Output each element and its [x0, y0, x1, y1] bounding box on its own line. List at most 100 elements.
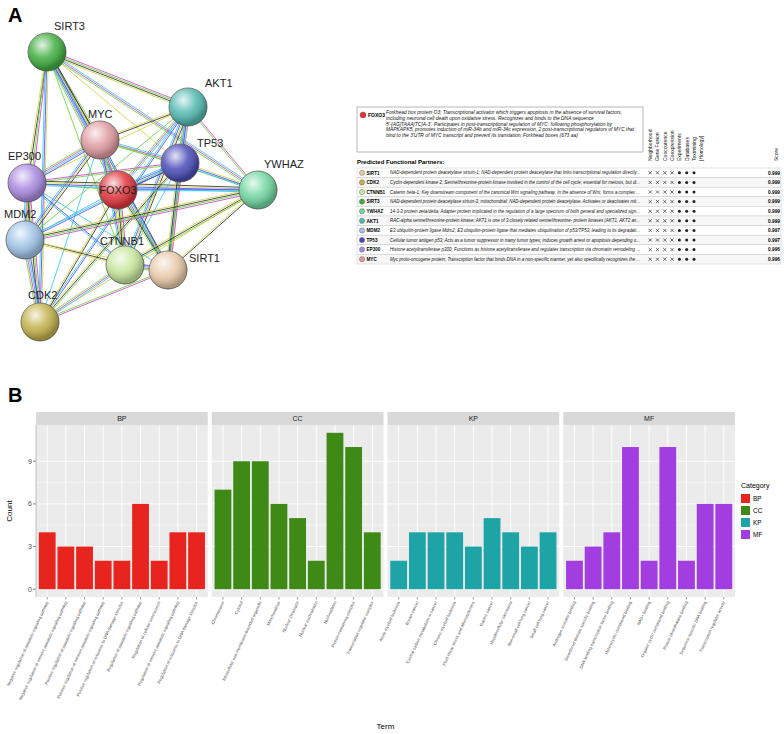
edge — [25, 191, 258, 241]
edge — [27, 185, 258, 192]
bar — [659, 447, 676, 589]
evidence-dot — [693, 171, 696, 174]
evidence-dot — [693, 200, 696, 203]
x-tick-label: Central carbon metabolism in cancer — [405, 600, 439, 664]
x-tick — [417, 597, 418, 600]
x-tick — [372, 597, 373, 600]
bar — [715, 504, 732, 589]
edge — [25, 240, 168, 270]
evidence-cross — [663, 238, 666, 241]
legend-key — [741, 506, 750, 515]
table-row — [357, 178, 781, 188]
evidence-cross — [656, 181, 659, 184]
row-name: YWHAZ — [367, 209, 384, 214]
edge — [46, 54, 187, 109]
x-tick — [548, 597, 549, 600]
evidence-cross — [656, 210, 659, 213]
bar — [76, 547, 93, 590]
evidence-cross — [663, 210, 666, 213]
x-tick-label: Regulation of apoptotic signaling pathwa… — [106, 599, 144, 672]
evidence-dot — [678, 200, 681, 203]
bar — [502, 532, 519, 589]
bar — [390, 561, 407, 589]
node-shine — [161, 144, 199, 182]
column-header: Textmining — [691, 137, 697, 161]
row-score: 0.999 — [768, 209, 780, 214]
evidence-dot — [685, 258, 688, 261]
row-description: NAD-dependent protein deacetylase sirtui… — [390, 170, 640, 175]
node-label: SIRT1 — [189, 252, 220, 264]
edge — [118, 189, 258, 190]
y-tick — [33, 503, 36, 504]
facet-strip — [36, 412, 208, 425]
x-tick — [47, 597, 48, 600]
evidence-dot — [685, 219, 688, 222]
x-tick — [316, 597, 317, 600]
x-tick-label: DNA-binding transcription factor binding — [578, 600, 614, 670]
x-tick-label: Cytosol — [233, 600, 243, 615]
y-tick-label: 9 — [28, 458, 32, 465]
evidence-cross — [649, 190, 652, 193]
bar — [252, 461, 269, 589]
row-name: CDK2 — [367, 180, 380, 185]
row-score: 0.997 — [768, 228, 780, 233]
row-name: CTNNB1 — [367, 190, 386, 195]
node-label: CTNNB1 — [100, 235, 144, 247]
evidence-cross — [656, 190, 659, 193]
x-tick — [278, 597, 279, 600]
evidence-cross — [649, 238, 652, 241]
panel-background — [388, 425, 560, 597]
edge — [25, 189, 258, 239]
x-tick-label: NAD+ binding — [636, 600, 652, 626]
node-shine — [28, 33, 66, 71]
row-score: 0.999 — [768, 171, 780, 176]
x-tick — [84, 597, 85, 600]
legend-label: KP — [753, 519, 762, 526]
x-tick — [611, 597, 612, 600]
x-tick — [140, 597, 141, 600]
facet-label: KP — [469, 415, 479, 422]
bar — [169, 532, 186, 589]
row-dot — [359, 209, 364, 214]
x-tick — [492, 597, 493, 600]
evidence-cross — [663, 181, 666, 184]
edge — [40, 271, 168, 323]
edges — [23, 50, 259, 323]
evidence-dot — [678, 248, 681, 251]
row-description: Catenin beta-1; Key downstream component… — [390, 190, 640, 195]
node-label: FOXO3 — [99, 184, 136, 196]
evidence-dot — [678, 171, 681, 174]
evidence-cross — [671, 229, 674, 232]
x-tick — [196, 597, 197, 600]
evidence-dot — [685, 210, 688, 213]
bar — [233, 461, 250, 589]
row-description: Histone acetyltransferase p300; Function… — [390, 247, 640, 252]
bar — [364, 532, 381, 589]
evidence-dot — [678, 191, 681, 194]
row-description: Myc proto-oncogene protein; Transcriptio… — [390, 257, 640, 262]
node — [99, 171, 137, 209]
evidence-dot — [678, 219, 681, 222]
evidence-dot — [693, 219, 696, 222]
bar — [57, 547, 74, 590]
x-tick-label: Fluid shear stress and atherosclerosis — [441, 600, 475, 666]
node-shine — [106, 246, 144, 284]
x-tick — [630, 597, 631, 600]
figure: ABSIRT3AKT1MYCEP300TP53FOXO3YWHAZMDM2CTN… — [0, 0, 784, 734]
evidence-dot — [693, 258, 696, 261]
panel-background — [563, 425, 735, 597]
x-tick — [159, 597, 160, 600]
x-tick — [723, 597, 724, 600]
bar — [428, 532, 445, 589]
x-tick — [454, 597, 455, 600]
legend-key — [741, 518, 750, 527]
x-tick-label: Mitochondrion — [266, 600, 282, 627]
table-title: Predicted Functional Partners: — [357, 159, 444, 165]
row-name: AKT1 — [367, 219, 379, 224]
node-label: SIRT3 — [54, 20, 85, 32]
bar — [678, 561, 695, 589]
edge — [41, 190, 119, 322]
evidence-cross — [671, 171, 674, 174]
query-description-line: 5'-[AG]TAAA[TC]A-3'. Participates in pos… — [386, 122, 613, 127]
node-shine — [21, 303, 59, 341]
